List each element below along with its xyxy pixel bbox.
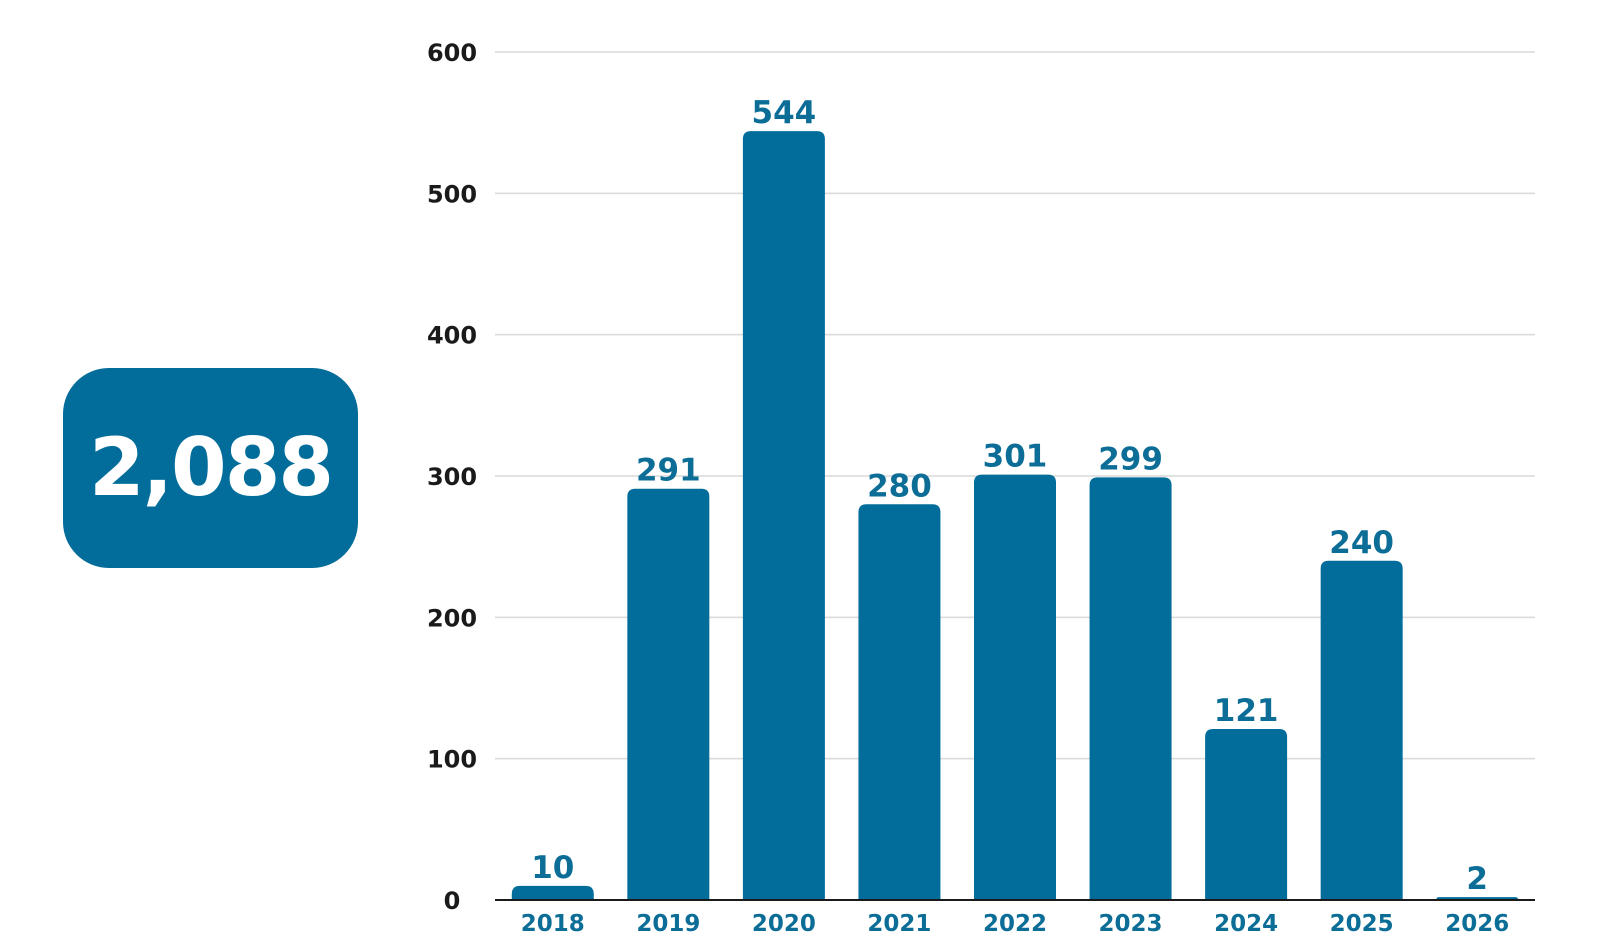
bar-2023	[1089, 477, 1172, 900]
x-tick-label: 2024	[1214, 911, 1278, 937]
data-label-2021: 280	[867, 468, 932, 504]
data-label-2020: 544	[752, 95, 817, 131]
y-tick-label: 500	[427, 180, 477, 208]
x-tick-label: 2021	[867, 911, 931, 937]
x-axis-ticks: 2018 2019 2020 2021 2022 2023 2024 2025 2026	[521, 911, 1509, 937]
y-tick-label: 100	[427, 746, 477, 774]
y-tick-label: 600	[427, 39, 477, 67]
data-label-2024: 121	[1214, 693, 1279, 729]
bar-2020	[742, 131, 825, 900]
total-value: 2,088	[88, 421, 334, 514]
x-tick-label: 2022	[983, 911, 1047, 937]
x-tick-label: 2019	[636, 911, 700, 937]
data-label-2025: 240	[1329, 525, 1394, 561]
x-tick-label: 2023	[1099, 911, 1163, 937]
x-tick-label: 2018	[521, 911, 585, 937]
x-tick-label: 2020	[752, 911, 816, 937]
y-axis-ticks: 0 100 200 300 400 500 600	[427, 39, 477, 915]
total-badge: 2,088	[63, 368, 358, 568]
bars	[511, 131, 1519, 900]
data-label-2026: 2	[1466, 861, 1488, 897]
data-label-2019: 291	[636, 453, 701, 489]
bar-2025	[1320, 560, 1403, 900]
y-tick-label: 400	[427, 322, 477, 350]
x-tick-label: 2025	[1330, 911, 1394, 937]
bar-2019	[627, 488, 710, 900]
y-tick-label: 200	[427, 604, 477, 632]
bar-2022	[974, 474, 1056, 900]
data-label-2018: 10	[531, 850, 574, 886]
y-tick-label: 0	[444, 887, 461, 915]
x-tick-label: 2026	[1445, 911, 1509, 937]
bar-2018	[511, 885, 594, 900]
bar-2024	[1205, 728, 1288, 900]
data-label-2022: 301	[983, 439, 1048, 475]
y-tick-label: 300	[427, 463, 477, 491]
data-label-2023: 299	[1098, 441, 1163, 477]
data-labels: 10 291 544 280 301 299 121 240 2	[531, 95, 1488, 897]
bar-2021	[858, 504, 941, 900]
